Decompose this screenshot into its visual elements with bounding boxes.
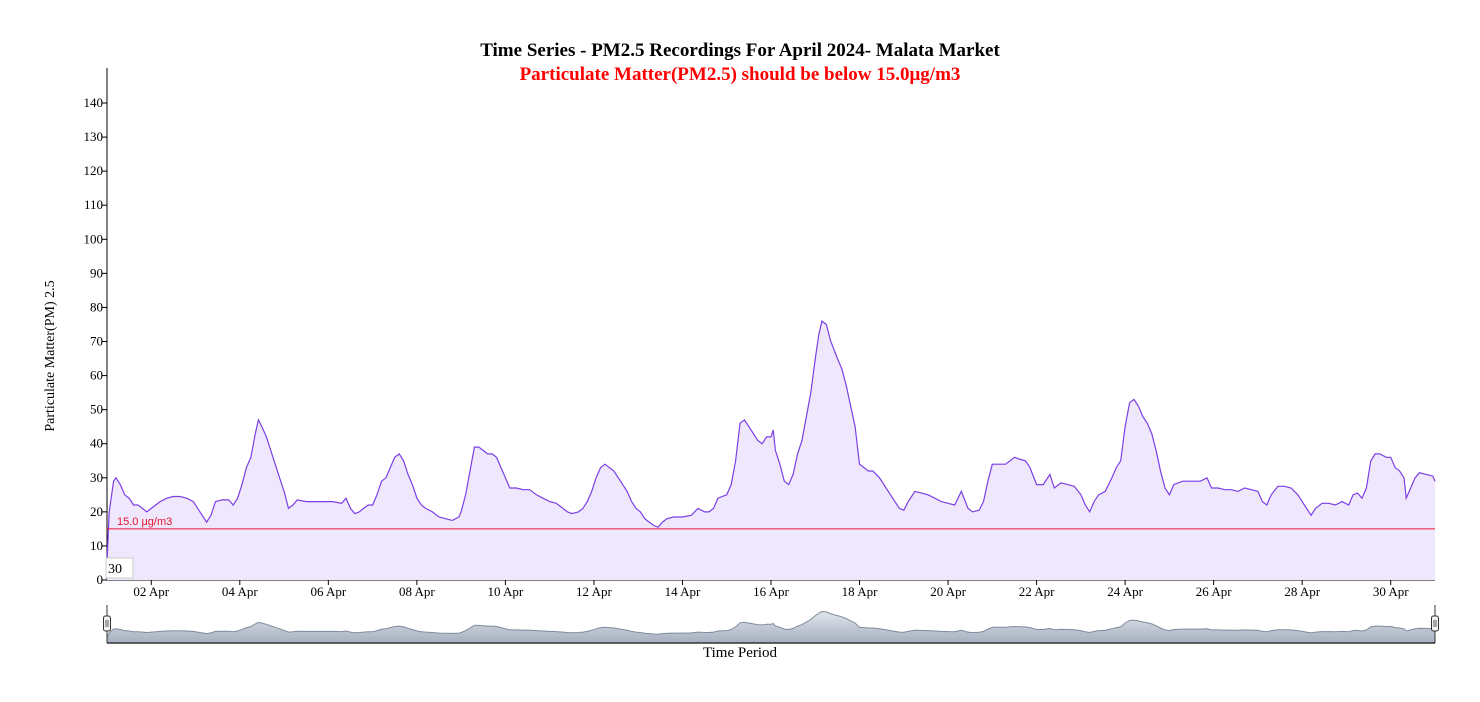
y-tick-label: 40 — [90, 436, 103, 451]
handle-grip[interactable] — [103, 615, 111, 632]
x-tick-label: 16 Apr — [753, 584, 789, 599]
x-tick-label: 26 Apr — [1196, 584, 1232, 599]
y-tick-label: 20 — [90, 504, 103, 519]
navigator-handle-left[interactable] — [103, 615, 111, 632]
x-tick-label: 04 Apr — [222, 584, 258, 599]
threshold-layer: 15.0 μg/m3 — [107, 516, 1435, 530]
y-tick-label: 100 — [84, 231, 104, 246]
navigator-handle-right[interactable] — [1431, 615, 1439, 632]
y-tick-label: 140 — [84, 95, 104, 110]
x-tick-label: 14 Apr — [665, 584, 701, 599]
annotation-box — [105, 557, 134, 579]
series-area — [107, 321, 1435, 580]
y-tick-label: 90 — [90, 265, 103, 280]
y-tick-label: 110 — [84, 197, 103, 212]
y-tick-label: 80 — [90, 299, 103, 314]
x-tick-label: 28 Apr — [1284, 584, 1320, 599]
x-tick-label: 06 Apr — [310, 584, 346, 599]
x-tick-label: 10 Apr — [488, 584, 524, 599]
series-line[interactable] — [106, 320, 1436, 564]
chart-title: Time Series - PM2.5 Recordings For April… — [480, 40, 1000, 61]
threshold-label: 15.0 μg/m3 — [117, 516, 172, 528]
x-tick-label: 22 Apr — [1019, 584, 1055, 599]
y-tick-label: 30 — [90, 470, 103, 485]
y-axis: 0 10 20 30 40 50 60 70 80 90 100 110 120 130 140 — [84, 68, 108, 587]
x-tick-label: 08 Apr — [399, 584, 435, 599]
y-tick-label: 60 — [90, 368, 103, 383]
annotation-layer: 30 — [105, 557, 134, 579]
chart-subtitle: Particulate Matter(PM2.5) should be belo… — [519, 64, 961, 85]
y-tick-label: 0 — [97, 572, 104, 587]
x-tick-label: 02 Apr — [133, 584, 169, 599]
annotation-box-label: 30 — [108, 562, 122, 577]
y-tick-label: 120 — [84, 163, 104, 178]
range-navigator[interactable] — [103, 605, 1439, 644]
y-tick-label: 70 — [90, 334, 103, 349]
navigator-line — [106, 610, 1436, 639]
y-tick-label: 10 — [90, 538, 103, 553]
x-tick-label: 12 Apr — [576, 584, 612, 599]
series-layer — [106, 320, 1436, 580]
x-tick-label: 30 Apr — [1373, 584, 1409, 599]
x-axis: 02 Apr 04 Apr 06 Apr 08 Apr 10 Apr 12 Apr 14 A… — [107, 579, 1435, 599]
x-tick-label: 20 Apr — [930, 584, 966, 599]
x-tick-label: 18 Apr — [842, 584, 878, 599]
x-axis-label: Time Period — [702, 645, 778, 661]
y-tick-label: 130 — [84, 129, 104, 144]
handle-grip[interactable] — [1431, 615, 1439, 632]
navigator-area — [107, 611, 1435, 643]
y-tick-label: 50 — [90, 402, 103, 417]
x-tick-label: 24 Apr — [1107, 584, 1143, 599]
